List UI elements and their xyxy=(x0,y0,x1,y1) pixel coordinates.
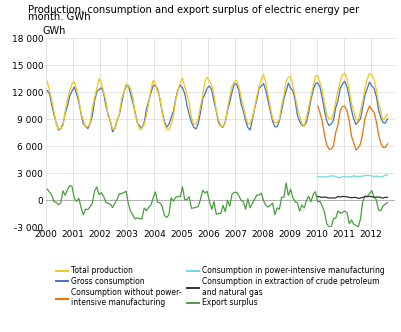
Legend: Total production, Gross consumption, Consumption without power-
intensive manufa: Total production, Gross consumption, Con… xyxy=(57,266,385,307)
Text: month. GWh: month. GWh xyxy=(28,12,91,22)
Text: GWh: GWh xyxy=(43,26,66,36)
Text: Production, consumption and export surplus of electric energy per: Production, consumption and export surpl… xyxy=(28,5,359,15)
